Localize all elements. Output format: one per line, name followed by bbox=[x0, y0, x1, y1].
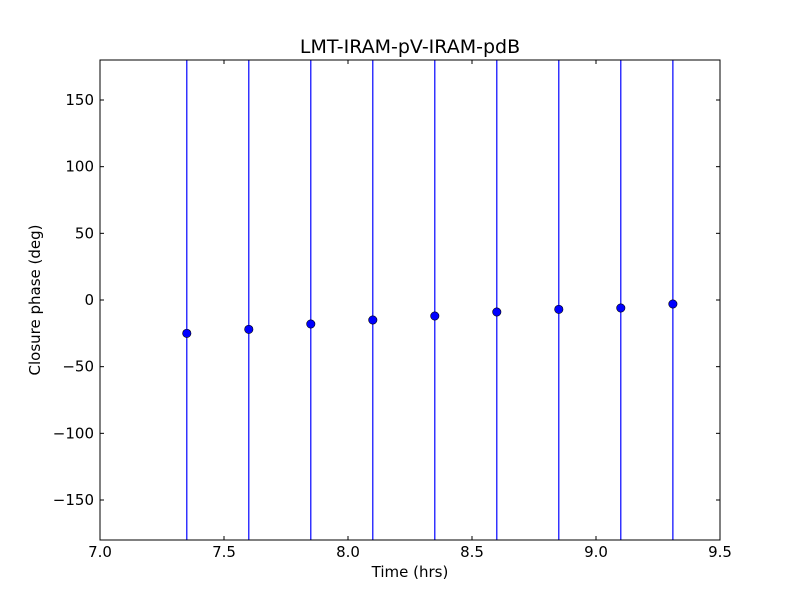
y-tick-label: 150 bbox=[65, 91, 94, 109]
x-tick-label: 7.0 bbox=[88, 543, 112, 561]
errorbar-layer bbox=[186, 60, 674, 540]
y-tick-label: −50 bbox=[62, 358, 94, 376]
data-point bbox=[244, 324, 254, 334]
data-point bbox=[430, 311, 440, 321]
y-axis-ticks: −150 −100 −50 0 50 100 150 bbox=[53, 91, 720, 509]
data-point bbox=[306, 319, 316, 329]
data-point-layer bbox=[182, 299, 678, 338]
y-axis-label: Closure phase (deg) bbox=[26, 225, 44, 376]
data-point bbox=[668, 299, 678, 309]
y-tick-label: −150 bbox=[53, 491, 94, 509]
data-point bbox=[368, 315, 378, 325]
x-tick-label: 8.0 bbox=[336, 543, 360, 561]
x-axis-label: Time (hrs) bbox=[371, 563, 449, 581]
chart-title: LMT-IRAM-pV-IRAM-pdB bbox=[300, 36, 520, 58]
data-point bbox=[182, 328, 192, 338]
y-tick-label: 50 bbox=[75, 224, 94, 242]
data-point bbox=[492, 307, 502, 317]
x-tick-label: 7.5 bbox=[212, 543, 236, 561]
data-point bbox=[554, 304, 564, 314]
y-tick-label: 0 bbox=[84, 291, 94, 309]
x-tick-label: 9.0 bbox=[584, 543, 608, 561]
x-tick-label: 8.5 bbox=[460, 543, 484, 561]
y-tick-label: −100 bbox=[53, 424, 94, 442]
y-tick-label: 100 bbox=[65, 158, 94, 176]
x-axis-ticks: 7.0 7.5 8.0 8.5 9.0 9.5 bbox=[88, 60, 732, 561]
data-point bbox=[616, 303, 626, 313]
x-tick-label: 9.5 bbox=[708, 543, 732, 561]
plot-area bbox=[100, 60, 720, 540]
